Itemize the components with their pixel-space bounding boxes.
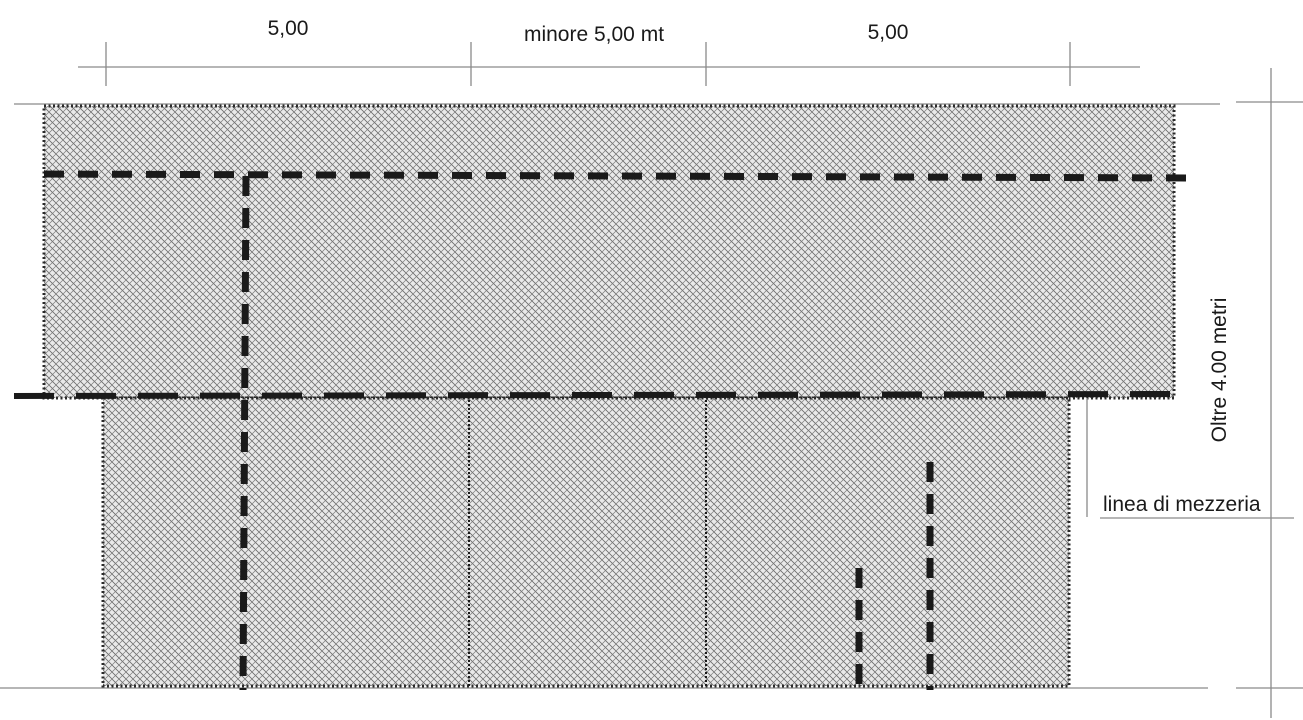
dimension-right-span: 5,00 [868, 21, 909, 44]
lower-hatched-block [103, 398, 1069, 686]
dimension-left-span: 5,00 [268, 17, 309, 40]
centerline-dashed [13, 391, 1173, 399]
centerline-label: linea di mezzeria [1103, 493, 1261, 516]
dimension-middle-span: minore 5,00 mt [524, 23, 664, 46]
dimension-height: Oltre 4.00 metri [1208, 298, 1231, 443]
upper-hatched-block [44, 106, 1174, 398]
vertical-dashed-line-1 [239, 175, 250, 691]
right-dimension-line [1236, 68, 1303, 718]
top-dimension-line [78, 42, 1140, 86]
upper-dashed-line [43, 170, 1191, 182]
